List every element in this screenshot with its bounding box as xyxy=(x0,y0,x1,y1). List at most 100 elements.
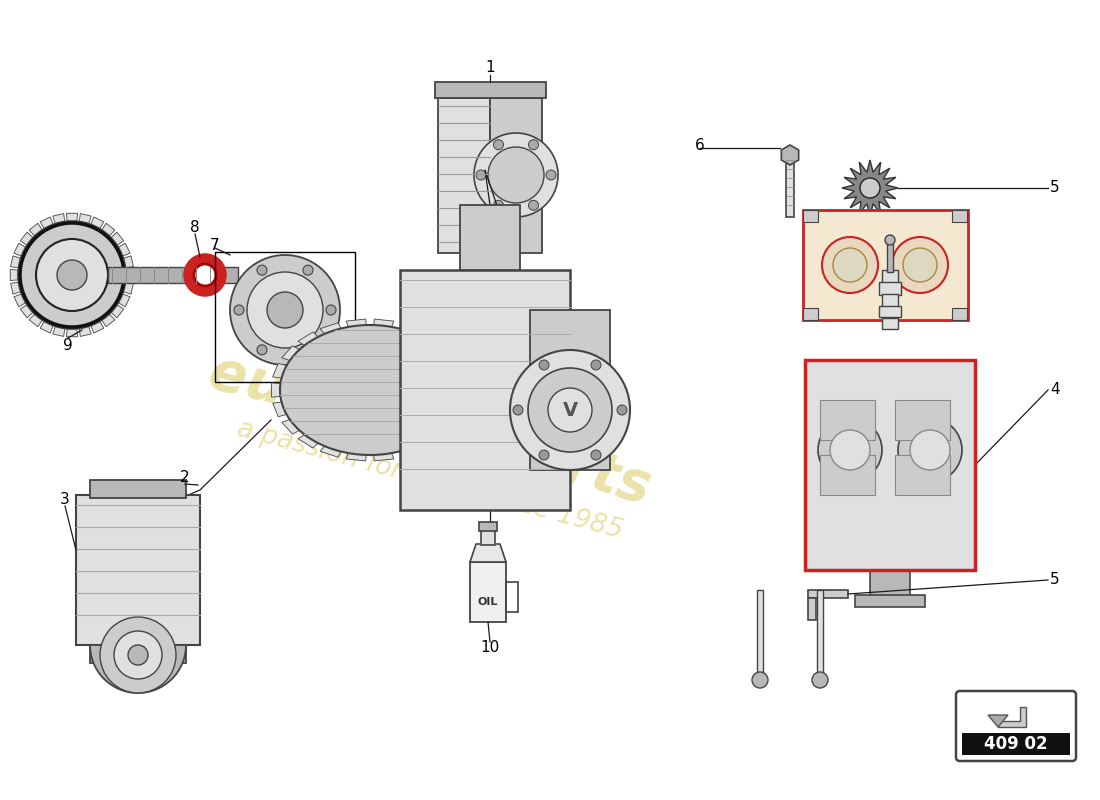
Polygon shape xyxy=(998,707,1026,727)
Polygon shape xyxy=(273,402,287,417)
Bar xyxy=(438,98,490,253)
Bar xyxy=(820,455,874,495)
Circle shape xyxy=(903,248,937,282)
Bar xyxy=(803,308,818,320)
Circle shape xyxy=(812,672,828,688)
Polygon shape xyxy=(30,314,42,326)
Wedge shape xyxy=(90,645,186,693)
Circle shape xyxy=(267,292,303,328)
Polygon shape xyxy=(41,322,53,333)
Bar xyxy=(90,480,186,498)
Circle shape xyxy=(591,450,601,460)
Polygon shape xyxy=(125,270,134,281)
Circle shape xyxy=(548,388,592,432)
Polygon shape xyxy=(91,322,103,333)
Bar xyxy=(882,318,898,329)
Circle shape xyxy=(295,365,305,375)
Polygon shape xyxy=(20,305,33,318)
Polygon shape xyxy=(422,332,442,346)
Bar xyxy=(895,400,950,440)
Polygon shape xyxy=(460,383,469,397)
Bar xyxy=(786,157,794,217)
Bar xyxy=(90,645,186,663)
Polygon shape xyxy=(440,419,459,434)
Circle shape xyxy=(488,147,544,203)
Polygon shape xyxy=(453,363,468,378)
Polygon shape xyxy=(10,270,19,281)
Circle shape xyxy=(114,631,162,679)
Circle shape xyxy=(476,170,486,180)
Circle shape xyxy=(57,260,87,290)
Text: 6: 6 xyxy=(695,138,705,153)
Polygon shape xyxy=(119,243,130,256)
Polygon shape xyxy=(111,232,123,246)
Polygon shape xyxy=(470,544,506,562)
Bar xyxy=(803,210,968,320)
Circle shape xyxy=(185,255,226,295)
Circle shape xyxy=(546,170,556,180)
Bar xyxy=(820,400,874,440)
Circle shape xyxy=(36,239,108,311)
Circle shape xyxy=(818,418,882,482)
Circle shape xyxy=(860,178,880,198)
Polygon shape xyxy=(101,223,114,236)
Bar xyxy=(870,570,910,600)
Polygon shape xyxy=(111,305,123,318)
FancyBboxPatch shape xyxy=(956,691,1076,761)
Polygon shape xyxy=(346,319,366,327)
Polygon shape xyxy=(20,232,33,246)
Polygon shape xyxy=(781,145,799,165)
Polygon shape xyxy=(66,329,78,337)
Polygon shape xyxy=(320,322,341,334)
Ellipse shape xyxy=(280,325,460,455)
Bar xyxy=(879,282,901,295)
Polygon shape xyxy=(988,715,1008,727)
Circle shape xyxy=(494,140,504,150)
Circle shape xyxy=(539,450,549,460)
Circle shape xyxy=(830,430,870,470)
Polygon shape xyxy=(453,402,468,417)
Bar xyxy=(478,522,497,531)
Polygon shape xyxy=(298,434,318,448)
Bar xyxy=(895,455,950,495)
Text: V: V xyxy=(562,401,578,419)
Text: 1: 1 xyxy=(485,61,495,75)
Polygon shape xyxy=(91,217,103,229)
Circle shape xyxy=(18,221,126,329)
Polygon shape xyxy=(11,282,21,294)
Polygon shape xyxy=(79,214,91,224)
Polygon shape xyxy=(11,256,21,268)
Bar xyxy=(803,210,818,222)
Bar xyxy=(879,306,901,317)
Bar xyxy=(470,562,506,622)
Circle shape xyxy=(257,265,267,275)
Polygon shape xyxy=(440,346,459,361)
Circle shape xyxy=(326,305,336,315)
Polygon shape xyxy=(298,332,318,346)
Text: eurofuro parts: eurofuro parts xyxy=(204,345,657,515)
Text: 2: 2 xyxy=(180,470,190,486)
Text: 7: 7 xyxy=(210,238,220,253)
Polygon shape xyxy=(273,363,287,378)
Circle shape xyxy=(257,345,267,355)
Polygon shape xyxy=(842,160,898,216)
Bar xyxy=(214,252,355,382)
Polygon shape xyxy=(320,446,341,458)
Bar xyxy=(481,530,495,545)
Bar xyxy=(887,240,893,272)
Bar xyxy=(76,495,200,645)
Bar xyxy=(400,270,570,510)
Text: 8: 8 xyxy=(190,221,200,235)
Polygon shape xyxy=(374,319,394,327)
Circle shape xyxy=(539,360,549,370)
Polygon shape xyxy=(119,294,130,306)
Circle shape xyxy=(513,405,522,415)
Bar xyxy=(460,205,520,270)
Circle shape xyxy=(510,350,630,470)
Bar xyxy=(805,360,975,570)
Circle shape xyxy=(474,133,558,217)
Polygon shape xyxy=(101,314,114,326)
Circle shape xyxy=(528,140,539,150)
Polygon shape xyxy=(30,223,42,236)
Circle shape xyxy=(910,430,950,470)
